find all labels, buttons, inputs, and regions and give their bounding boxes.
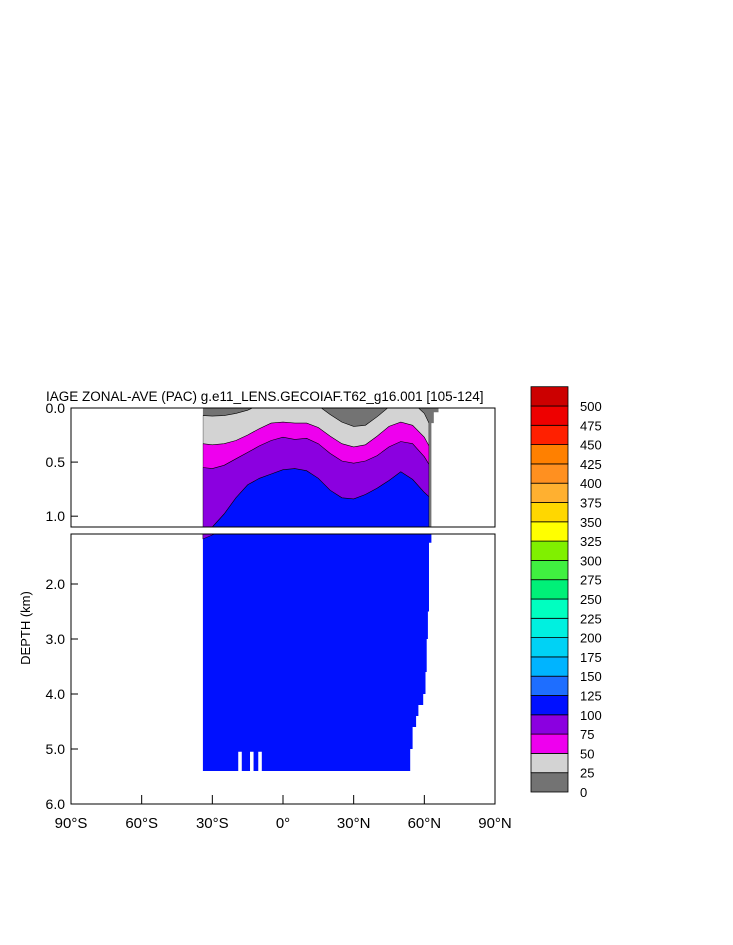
x-tick-label: 60°S (125, 815, 158, 832)
seafloor-gap (250, 751, 254, 772)
colorbar-box (530, 656, 569, 677)
seafloor-gap (258, 751, 262, 772)
upper-panel-frame (70, 407, 496, 528)
axes: 0.0 0.5 1.0 2.0 3.0 4.0 5.0 6.0 90°S 60°S 30°S 0° 30… (46, 400, 512, 832)
x-tick-label: 60°N (408, 815, 442, 832)
colorbar-box (530, 675, 569, 696)
y-tick-label: 3.0 (46, 631, 66, 647)
colorbar-label: 275 (580, 573, 602, 588)
colorbar-box (530, 772, 569, 793)
upper-panel-plot (202, 408, 439, 527)
colorbar-label: 250 (580, 592, 602, 607)
colorbar-label: 125 (580, 689, 602, 704)
colorbar-box (530, 695, 569, 716)
x-tick-label: 90°S (55, 815, 88, 832)
lower-band-100-125 (202, 534, 432, 771)
colorbar-box (530, 482, 569, 503)
colorbar-box (530, 598, 569, 619)
colorbar-box (530, 540, 569, 561)
colorbar-box (530, 560, 569, 581)
upper-contour-bands (202, 408, 430, 527)
colorbar-legend: 0 25 50 75 100 125 150 175 200 225 250 275 300 325 350… (530, 386, 602, 800)
colorbar-label: 75 (580, 727, 594, 742)
y-tick-label: 0.5 (46, 454, 66, 470)
x-tick-label: 90°N (478, 815, 512, 832)
colorbar-box (530, 733, 569, 754)
colorbar-label: 350 (580, 515, 602, 530)
colorbar-box (530, 463, 569, 484)
seafloor-gap (238, 751, 242, 772)
colorbar-label: 100 (580, 708, 602, 723)
colorbar-label: 475 (580, 418, 602, 433)
y-axis-label: DEPTH (km) (18, 591, 33, 665)
colorbar-label: 300 (580, 553, 602, 568)
chart-title: IAGE ZONAL-AVE (PAC) g.e11_LENS.GECOIAF.… (46, 389, 483, 404)
x-tick-label: 0° (276, 815, 290, 832)
lower-band-75-100 (202, 534, 216, 540)
colorbar-label: 425 (580, 457, 602, 472)
y-tick-label: 0.0 (46, 400, 66, 416)
y-tick-label: 5.0 (46, 741, 66, 757)
colorbar-label: 150 (580, 669, 602, 684)
y-tick-label: 2.0 (46, 576, 66, 592)
y-tick-label: 1.0 (46, 508, 66, 524)
colorbar-label: 500 (580, 399, 602, 414)
colorbar-label: 225 (580, 611, 602, 626)
lower-panel-plot (202, 534, 432, 772)
colorbar-box (530, 405, 569, 426)
colorbar-label: 325 (580, 534, 602, 549)
colorbar-box (530, 753, 569, 774)
colorbar-label: 200 (580, 631, 602, 646)
colorbar-box (530, 521, 569, 542)
colorbar-label: 375 (580, 496, 602, 511)
band-100-125 (211, 468, 430, 527)
y-tick-label: 4.0 (46, 686, 66, 702)
y-tick-label: 6.0 (46, 796, 66, 812)
upper-panel-fill (202, 408, 439, 527)
colorbar-label: 50 (580, 746, 594, 761)
colorbar-label: 450 (580, 438, 602, 453)
colorbar-box (530, 424, 569, 445)
colorbar-box (530, 637, 569, 658)
colorbar-box (530, 444, 569, 465)
colorbar-label: 25 (580, 766, 594, 781)
colorbar-label: 175 (580, 650, 602, 665)
colorbar-box (530, 714, 569, 735)
x-tick-label: 30°S (196, 815, 229, 832)
colorbar-label: 400 (580, 476, 602, 491)
colorbar-label: 0 (580, 785, 587, 800)
colorbar-box (530, 386, 569, 407)
colorbar-box (530, 617, 569, 638)
colorbar-box (530, 502, 569, 523)
colorbar-box (530, 579, 569, 600)
lower-panel-fill (202, 534, 432, 772)
x-tick-label: 30°N (337, 815, 371, 832)
